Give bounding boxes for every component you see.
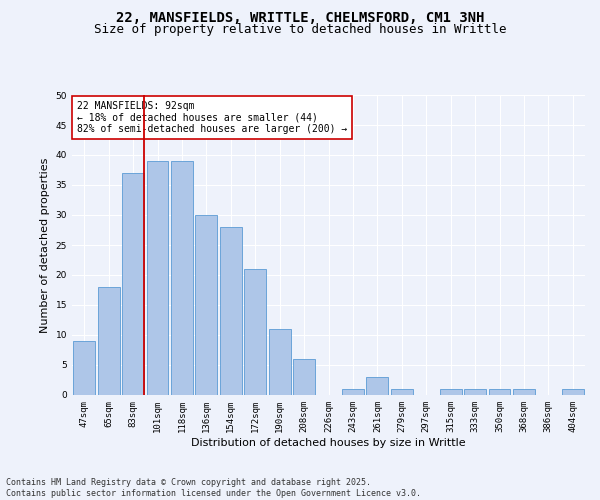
Text: Contains HM Land Registry data © Crown copyright and database right 2025.
Contai: Contains HM Land Registry data © Crown c… (6, 478, 421, 498)
Bar (196, 215, 217, 395)
Text: Size of property relative to detached houses in Writtle: Size of property relative to detached ho… (94, 22, 506, 36)
Bar (342, 389, 364, 395)
X-axis label: Distribution of detached houses by size in Writtle: Distribution of detached houses by size … (191, 438, 466, 448)
Bar (122, 173, 144, 395)
Text: 22, MANSFIELDS, WRITTLE, CHELMSFORD, CM1 3NH: 22, MANSFIELDS, WRITTLE, CHELMSFORD, CM1… (116, 10, 484, 24)
Bar (269, 329, 290, 395)
Bar (73, 341, 95, 395)
Bar (488, 389, 511, 395)
Bar (391, 389, 413, 395)
Bar (464, 389, 486, 395)
Bar (367, 377, 388, 395)
Bar (293, 359, 315, 395)
Bar (220, 227, 242, 395)
Bar (146, 161, 169, 395)
Y-axis label: Number of detached properties: Number of detached properties (40, 158, 50, 332)
Bar (513, 389, 535, 395)
Bar (244, 269, 266, 395)
Bar (98, 287, 119, 395)
Bar (440, 389, 461, 395)
Text: 22 MANSFIELDS: 92sqm
← 18% of detached houses are smaller (44)
82% of semi-detac: 22 MANSFIELDS: 92sqm ← 18% of detached h… (77, 101, 347, 134)
Bar (562, 389, 584, 395)
Bar (171, 161, 193, 395)
